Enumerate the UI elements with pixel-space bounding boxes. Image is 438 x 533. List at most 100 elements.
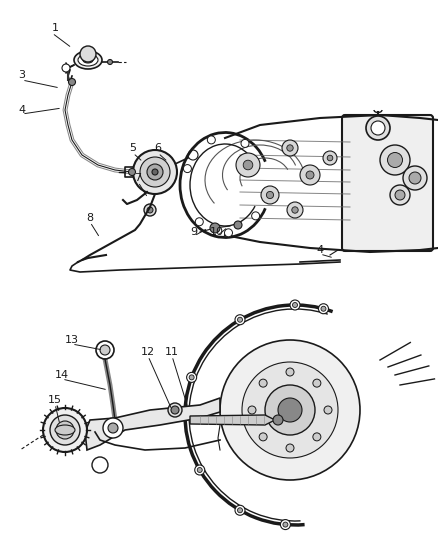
Circle shape xyxy=(241,140,249,148)
FancyBboxPatch shape xyxy=(342,115,433,251)
Circle shape xyxy=(390,185,410,205)
Circle shape xyxy=(62,64,70,72)
Circle shape xyxy=(266,191,274,199)
Circle shape xyxy=(128,168,135,175)
Circle shape xyxy=(197,467,202,472)
Circle shape xyxy=(103,418,123,438)
Ellipse shape xyxy=(74,51,102,69)
Circle shape xyxy=(290,300,300,310)
Circle shape xyxy=(282,140,298,156)
Text: 4: 4 xyxy=(316,245,324,255)
Circle shape xyxy=(107,60,113,64)
Circle shape xyxy=(147,207,153,213)
Ellipse shape xyxy=(55,425,75,435)
Circle shape xyxy=(259,433,267,441)
Circle shape xyxy=(43,408,87,452)
Circle shape xyxy=(225,229,233,237)
Circle shape xyxy=(235,505,245,515)
Circle shape xyxy=(140,157,170,187)
Circle shape xyxy=(242,362,338,458)
Circle shape xyxy=(283,522,288,527)
Circle shape xyxy=(280,520,290,530)
Circle shape xyxy=(50,415,80,445)
Circle shape xyxy=(318,304,328,314)
Circle shape xyxy=(144,204,156,216)
Text: 7: 7 xyxy=(134,173,141,183)
Circle shape xyxy=(252,212,260,220)
Circle shape xyxy=(210,223,220,233)
Circle shape xyxy=(265,385,315,435)
Circle shape xyxy=(61,426,69,434)
Circle shape xyxy=(207,136,215,144)
Text: 12: 12 xyxy=(141,347,155,357)
Circle shape xyxy=(195,218,203,226)
Circle shape xyxy=(236,153,260,177)
Text: 14: 14 xyxy=(55,370,69,380)
Circle shape xyxy=(168,403,182,417)
Text: 4: 4 xyxy=(18,105,25,115)
Circle shape xyxy=(100,345,110,355)
Circle shape xyxy=(380,145,410,175)
Text: 3: 3 xyxy=(18,70,25,80)
Circle shape xyxy=(235,315,245,325)
Circle shape xyxy=(171,406,179,414)
Polygon shape xyxy=(85,398,220,450)
Text: 11: 11 xyxy=(165,347,179,357)
Text: 13: 13 xyxy=(65,335,79,345)
Circle shape xyxy=(152,169,158,175)
Text: 8: 8 xyxy=(86,213,94,223)
Circle shape xyxy=(403,166,427,190)
Circle shape xyxy=(292,207,298,213)
Circle shape xyxy=(324,406,332,414)
Circle shape xyxy=(278,398,302,422)
Circle shape xyxy=(68,78,75,85)
Circle shape xyxy=(220,340,360,480)
Circle shape xyxy=(92,457,108,473)
Circle shape xyxy=(108,423,118,433)
Circle shape xyxy=(237,508,243,513)
Circle shape xyxy=(187,373,197,382)
Circle shape xyxy=(321,306,326,311)
Ellipse shape xyxy=(83,57,93,63)
Text: 6: 6 xyxy=(155,143,162,153)
Circle shape xyxy=(287,202,303,218)
Circle shape xyxy=(133,150,177,194)
Text: 15: 15 xyxy=(48,395,62,405)
Circle shape xyxy=(300,165,320,185)
Circle shape xyxy=(147,164,163,180)
Text: 9: 9 xyxy=(191,227,198,237)
Circle shape xyxy=(243,160,253,170)
Circle shape xyxy=(184,165,191,173)
Circle shape xyxy=(286,368,294,376)
Circle shape xyxy=(56,421,74,439)
Circle shape xyxy=(80,46,96,62)
Text: 1: 1 xyxy=(52,23,59,33)
Circle shape xyxy=(96,341,114,359)
Circle shape xyxy=(237,317,243,322)
Circle shape xyxy=(287,145,293,151)
Circle shape xyxy=(234,221,242,229)
Circle shape xyxy=(409,172,421,184)
Circle shape xyxy=(371,121,385,135)
Circle shape xyxy=(286,444,294,452)
Circle shape xyxy=(189,375,194,380)
Circle shape xyxy=(293,303,297,308)
Ellipse shape xyxy=(78,54,98,66)
Polygon shape xyxy=(190,415,275,425)
Circle shape xyxy=(366,116,390,140)
Circle shape xyxy=(313,379,321,387)
Circle shape xyxy=(327,155,333,161)
Text: 10: 10 xyxy=(210,227,224,237)
Circle shape xyxy=(313,433,321,441)
Circle shape xyxy=(195,465,205,475)
Text: 5: 5 xyxy=(130,143,137,153)
Circle shape xyxy=(273,415,283,425)
Circle shape xyxy=(395,190,405,200)
Circle shape xyxy=(261,186,279,204)
Circle shape xyxy=(259,379,267,387)
Circle shape xyxy=(248,406,256,414)
Circle shape xyxy=(188,150,198,160)
Circle shape xyxy=(388,152,403,167)
Circle shape xyxy=(306,171,314,179)
Circle shape xyxy=(323,151,337,165)
